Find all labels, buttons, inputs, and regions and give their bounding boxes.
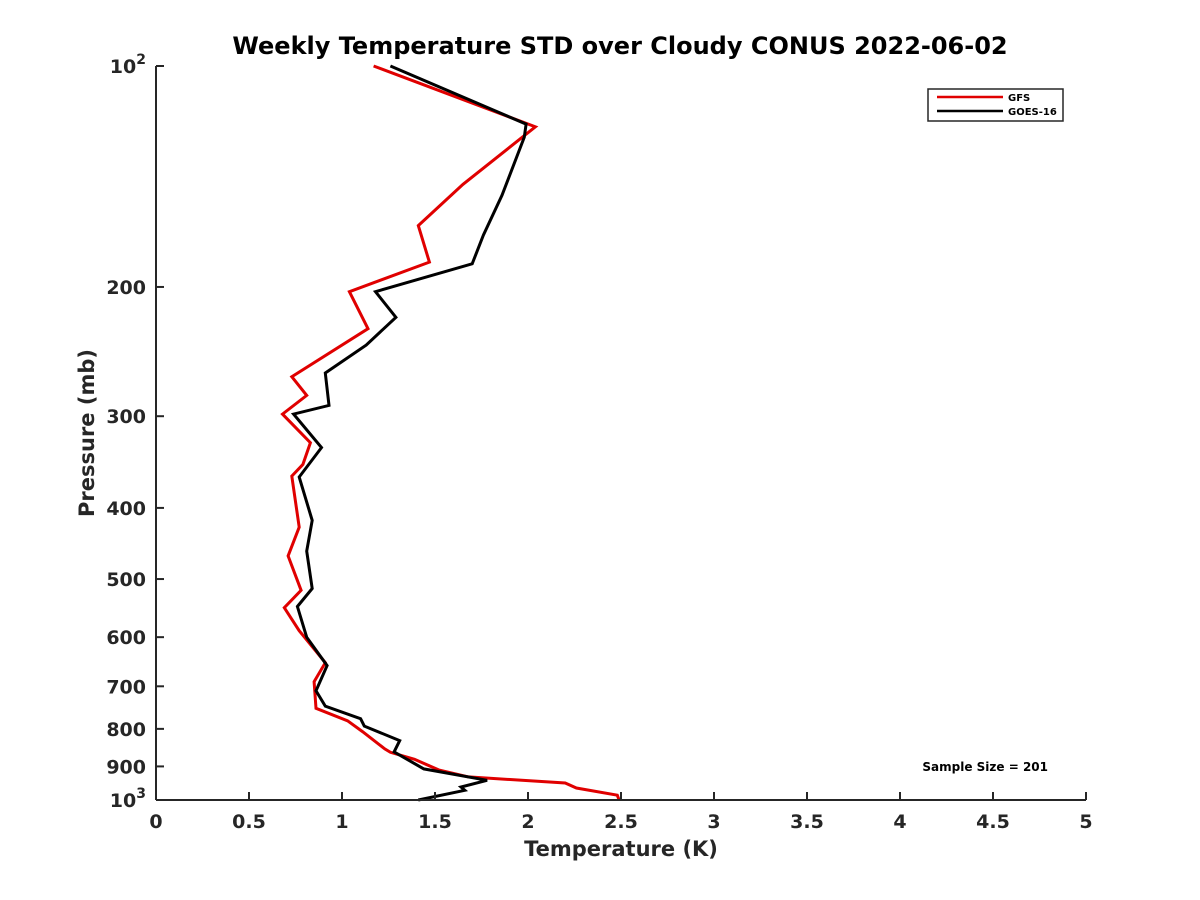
x-tick-label: 2 <box>521 811 534 833</box>
y-tick-label: 300 <box>106 406 146 428</box>
x-tick-label: 1 <box>335 811 348 833</box>
y-tick-label: 102 <box>110 52 146 78</box>
axes <box>155 66 1086 801</box>
x-tick-label: 1.5 <box>418 811 452 833</box>
y-tick-label: 500 <box>106 569 146 591</box>
x-tick-label: 4 <box>893 811 906 833</box>
legend-box <box>927 88 1064 122</box>
x-tick-label: 0 <box>149 811 162 833</box>
series-line-gfs <box>280 64 621 801</box>
x-tick-label: 4.5 <box>976 811 1010 833</box>
x-tick-label: 3 <box>707 811 720 833</box>
legend-label-goes16: GOES-16 <box>1008 107 1057 118</box>
y-tick-label: 800 <box>106 719 146 741</box>
y-tick-label: 400 <box>106 498 146 520</box>
y-tick-label: 200 <box>106 277 146 299</box>
legend-label-gfs: GFS <box>1008 93 1030 104</box>
series-line-goes16 <box>290 64 528 802</box>
x-tick-label: 2.5 <box>604 811 638 833</box>
x-axis-label: Temperature (K) <box>524 837 718 861</box>
y-tick-label: 600 <box>106 627 146 649</box>
x-ticks: 0 0.5 1 1.5 2 2.5 3 3.5 4 4.5 5 <box>149 792 1093 833</box>
y-axis-label: Pressure (mb) <box>75 349 99 517</box>
series-layer <box>280 64 621 802</box>
y-tick-label: 700 <box>106 676 146 698</box>
chart-title: Weekly Temperature STD over Cloudy CONUS… <box>232 32 1007 60</box>
y-ticks: 102 200 300 400 500 600 700 800 900 103 <box>106 52 164 812</box>
y-tick-label: 900 <box>106 756 146 778</box>
legend: GFS GOES-16 <box>927 88 1064 122</box>
x-tick-label: 3.5 <box>790 811 824 833</box>
y-tick-label: 103 <box>110 786 146 812</box>
x-tick-label: 0.5 <box>232 811 266 833</box>
sample-size-annotation: Sample Size = 201 <box>922 760 1048 774</box>
x-tick-label: 5 <box>1079 811 1092 833</box>
